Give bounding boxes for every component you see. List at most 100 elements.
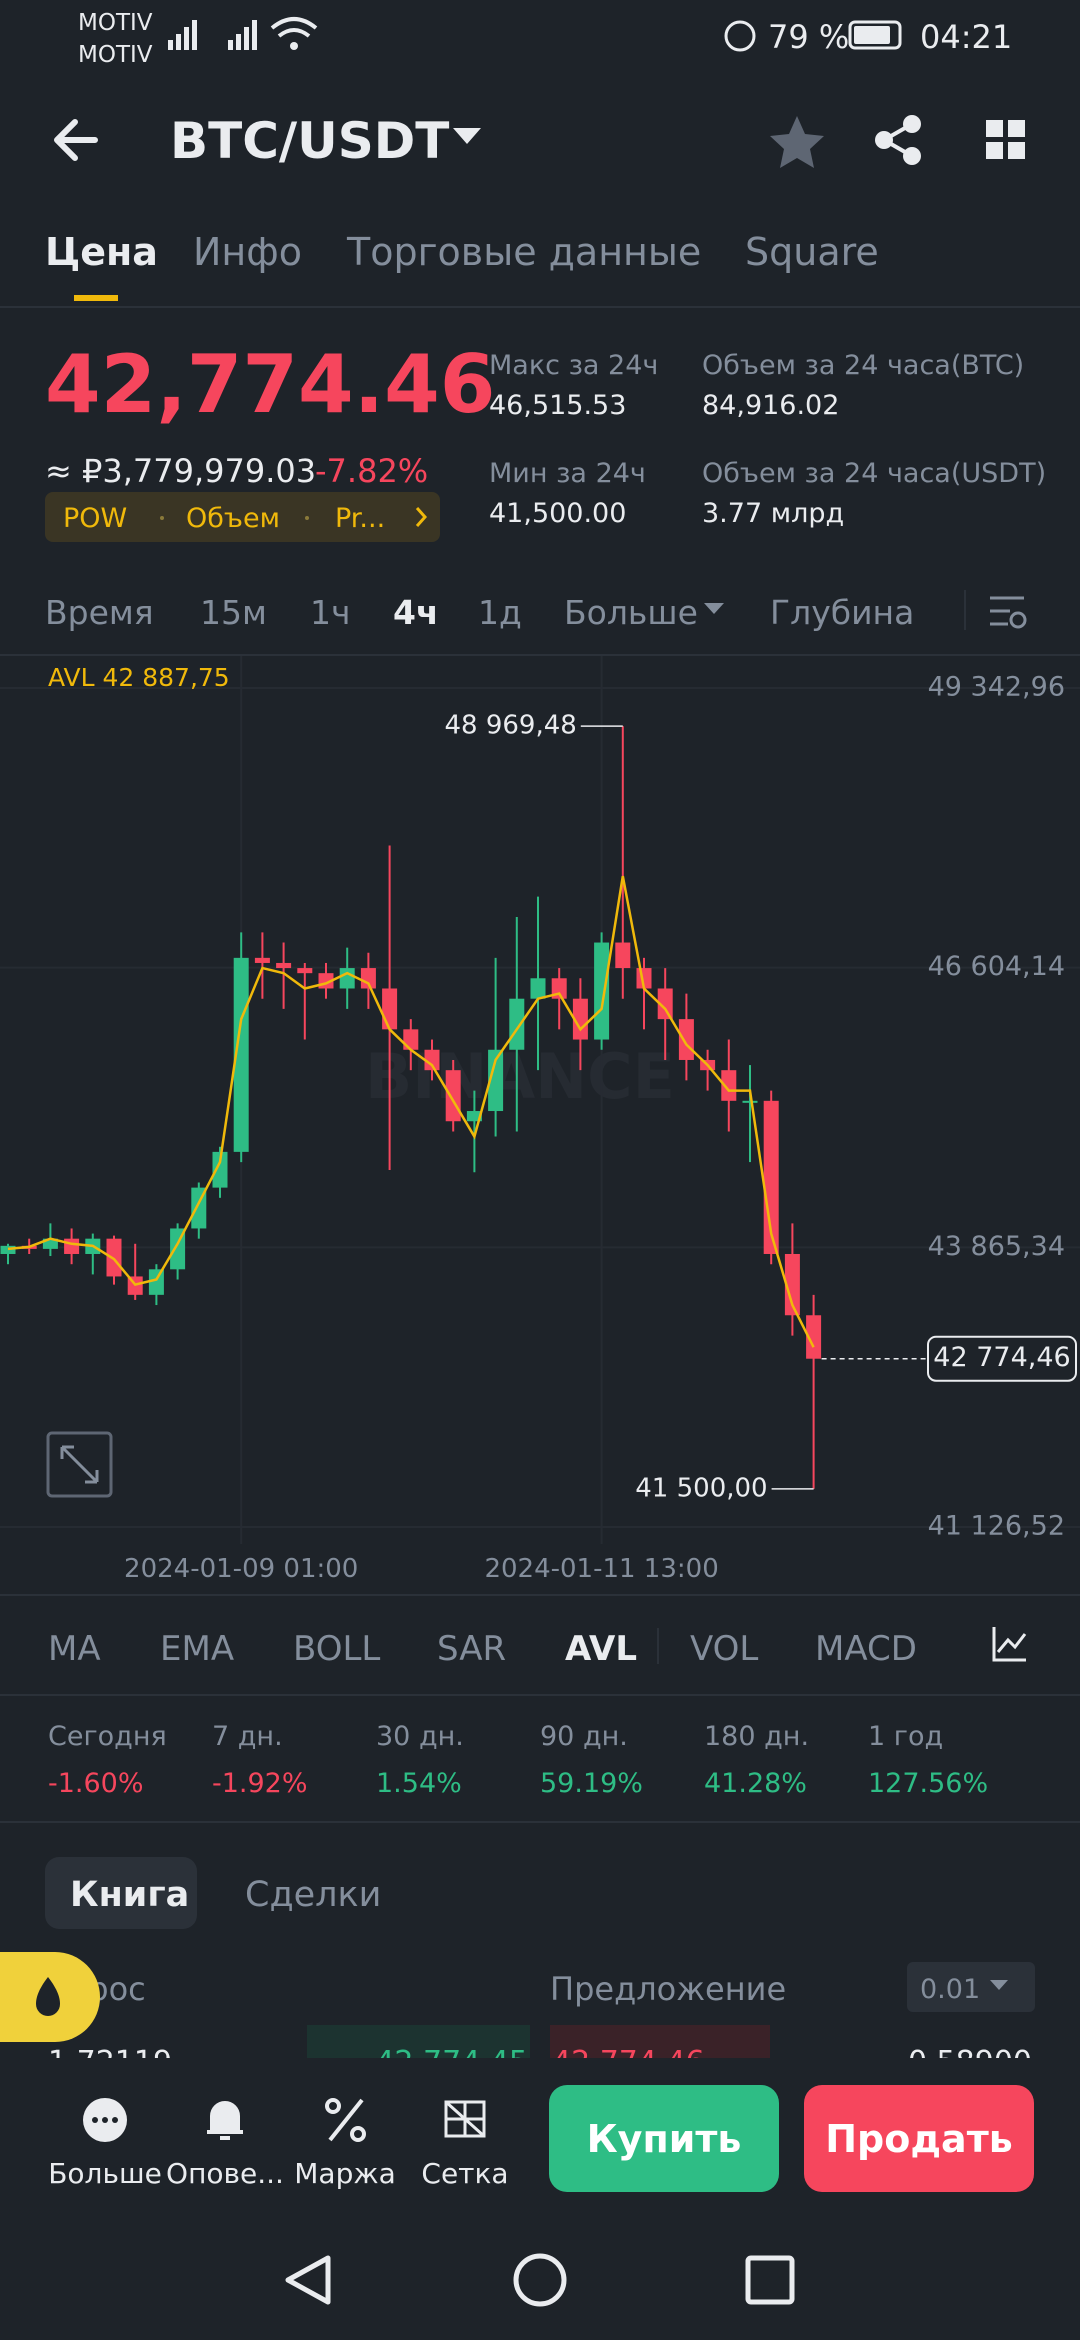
interval[interactable]: 1д <box>478 593 522 632</box>
candle-body <box>509 998 525 1050</box>
book-tab[interactable]: Сделки <box>245 1875 381 1915</box>
tags-chevron[interactable] <box>415 507 428 527</box>
buy-label[interactable]: Купить <box>587 2117 742 2161</box>
interval[interactable]: 15м <box>200 593 267 632</box>
tag[interactable]: POW <box>63 503 127 534</box>
action-icon[interactable] <box>444 2100 486 2138</box>
bid-depth <box>307 2025 530 2058</box>
pair-dropdown[interactable] <box>453 128 481 144</box>
candle-body <box>276 962 292 969</box>
indicator[interactable]: EMA <box>160 1629 234 1669</box>
more-dropdown[interactable] <box>704 603 724 614</box>
ask-label: Предложение <box>550 1970 786 2008</box>
sell-button[interactable] <box>804 2085 1034 2192</box>
period-change: 127.56% <box>868 1768 988 1799</box>
carrier: MOTIV <box>78 42 153 68</box>
indicator[interactable]: BOLL <box>293 1629 380 1669</box>
candle-body <box>403 1029 419 1050</box>
back-button[interactable] <box>54 119 98 161</box>
interval[interactable]: Глубина <box>770 593 914 632</box>
action-label[interactable]: Маржа <box>294 2157 395 2190</box>
x-tick-label: 2024-01-11 13:00 <box>484 1554 718 1584</box>
x-tick-label: 2024-01-09 01:00 <box>124 1554 358 1584</box>
candle-body <box>445 1070 461 1122</box>
price-change: -7.82% <box>315 452 428 490</box>
stat-label: Объем за 24 часа(USDT) <box>702 458 1046 489</box>
candle-body <box>64 1238 80 1254</box>
layout-button[interactable] <box>986 120 1025 159</box>
indicator[interactable]: AVL <box>565 1629 637 1669</box>
indicator[interactable]: SAR <box>437 1629 506 1669</box>
candle-chart[interactable]: BINANCE 49 342,96 46 604,14 43 865,34 41 12… <box>0 656 1080 1544</box>
pair-title[interactable]: BTC/USDT <box>170 112 449 170</box>
tag-separator <box>160 516 164 520</box>
precision-dropdown[interactable] <box>990 1980 1008 1990</box>
fiat-price: ≈ ₽3,779,979.03 <box>45 452 316 490</box>
battery-fill <box>854 26 890 44</box>
stat-value: 3.77 млрд <box>702 498 844 529</box>
period-change: 59.19% <box>540 1768 643 1799</box>
indicator-settings[interactable] <box>992 1627 1027 1662</box>
indicator[interactable]: MA <box>48 1629 101 1669</box>
ask-price: 42,774.46 <box>552 2045 705 2080</box>
tag[interactable]: Pr... <box>335 503 385 534</box>
tab[interactable]: Торговые данные <box>346 230 701 274</box>
action-icon[interactable] <box>325 2098 366 2142</box>
candle-body <box>297 968 313 974</box>
indicator[interactable]: MACD <box>815 1629 917 1669</box>
tab[interactable]: Square <box>745 230 879 274</box>
expand-button[interactable] <box>46 1431 113 1498</box>
buy-button[interactable] <box>549 2085 779 2192</box>
tag-separator <box>305 516 309 520</box>
y-tick-label: 41 126,52 <box>928 1510 1065 1541</box>
action-icon[interactable] <box>83 2098 127 2142</box>
candle-body <box>106 1238 122 1277</box>
share-button[interactable] <box>875 115 921 165</box>
stat-value: 41,500.00 <box>489 498 626 529</box>
floating-icon <box>36 1977 60 2016</box>
nav-recents[interactable] <box>745 2255 795 2305</box>
indicator[interactable]: VOL <box>690 1629 758 1669</box>
last-price-box <box>927 1335 1077 1382</box>
ask-amount: 0.58900 <box>908 2045 1032 2080</box>
y-tick-label: 43 865,34 <box>928 1231 1065 1262</box>
candle-body <box>254 957 270 963</box>
tab[interactable]: Инфо <box>193 230 302 274</box>
battery-level: 79 % <box>768 18 849 56</box>
low-label: 41 500,00 <box>635 1473 767 1503</box>
candle-body <box>806 1315 822 1359</box>
watermark: BINANCE <box>365 1040 675 1113</box>
action-label[interactable]: Опове... <box>166 2157 284 2190</box>
interval[interactable]: 4ч <box>393 593 439 632</box>
chart-settings[interactable] <box>990 596 1027 629</box>
candle-body <box>742 1100 758 1103</box>
candle-body <box>382 988 398 1030</box>
bid-amount: 1.72119 <box>48 2045 172 2080</box>
book-tab-bg[interactable] <box>45 1857 197 1929</box>
period-label: 1 год <box>868 1721 943 1752</box>
clock: 04:21 <box>920 18 1012 56</box>
period-label: 7 дн. <box>212 1721 283 1752</box>
interval[interactable]: Больше <box>564 593 698 632</box>
precision-select[interactable] <box>907 1962 1035 2012</box>
precision[interactable]: 0.01 <box>920 1974 980 2005</box>
ask-depth <box>550 2025 770 2058</box>
action-label[interactable]: Сетка <box>421 2157 508 2190</box>
candle-body <box>212 1151 228 1188</box>
book-tab[interactable]: Книга <box>70 1875 189 1915</box>
last-price: 42,774.46 <box>45 338 495 431</box>
tab[interactable]: Цена <box>45 230 158 274</box>
nav-home[interactable] <box>513 2253 567 2307</box>
period-change: 1.54% <box>376 1768 462 1799</box>
nav-back[interactable] <box>285 2255 331 2305</box>
interval[interactable]: 1ч <box>310 593 351 632</box>
action-label[interactable]: Больше <box>48 2157 162 2190</box>
interval[interactable]: Время <box>45 593 154 632</box>
tags-box[interactable] <box>45 492 440 542</box>
sell-label[interactable]: Продать <box>825 2117 1013 2161</box>
period-change: 41.28% <box>704 1768 807 1799</box>
favorite-button[interactable] <box>770 116 824 168</box>
action-icon[interactable] <box>207 2101 243 2140</box>
tag[interactable]: Объем <box>186 503 280 534</box>
